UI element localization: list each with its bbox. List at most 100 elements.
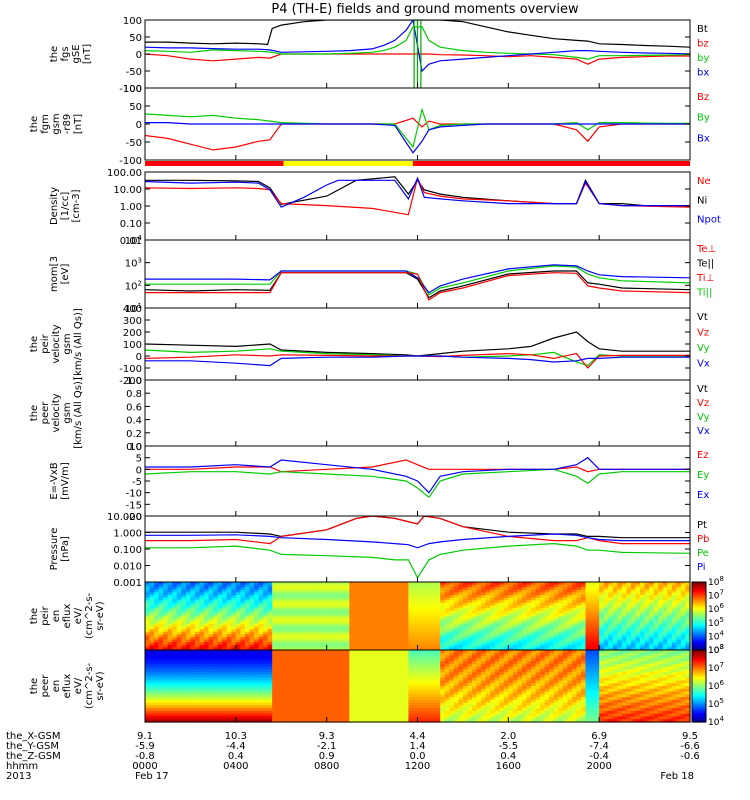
heatmap-cell: [272, 669, 278, 673]
heatmap-cell: [576, 584, 582, 588]
heatmap-cell: [512, 610, 519, 614]
heatmap-cell: [167, 650, 173, 654]
heatmap-cell: [294, 613, 301, 617]
heatmap-cell: [281, 600, 287, 604]
heatmap-cell: [381, 716, 387, 720]
heatmap-cell: [467, 602, 473, 607]
heatmap-cell: [263, 713, 269, 718]
heatmap-cell: [440, 634, 446, 638]
heatmap-cell: [658, 605, 664, 609]
heatmap-cell: [226, 613, 232, 617]
heatmap-cell: [358, 589, 364, 594]
heatmap-cell: [281, 688, 287, 693]
heatmap-cell: [408, 672, 414, 676]
heatmap-cell: [235, 669, 241, 673]
heatmap-cell: [235, 702, 241, 706]
heatmap-cell: [649, 613, 655, 617]
heatmap-cell: [562, 582, 568, 586]
heatmap-cell: [158, 705, 164, 709]
heatmap-cell: [376, 634, 382, 638]
heatmap-cell: [340, 688, 346, 693]
heatmap-cell: [367, 713, 373, 718]
heatmap-cell: [535, 631, 541, 635]
heatmap-cell: [281, 587, 287, 591]
heatmap-cell: [344, 589, 350, 594]
heatmap-cell: [540, 616, 546, 620]
heatmap-cell: [372, 595, 378, 599]
heatmap-cell: [521, 592, 528, 596]
heatmap-cell: [281, 658, 287, 662]
heatmap-cell: [340, 582, 346, 586]
heatmap-cell: [349, 618, 355, 622]
heatmap-cell: [299, 605, 305, 609]
heatmap-cell: [363, 642, 369, 646]
heatmap-cell: [685, 618, 691, 622]
heatmap-cell: [235, 647, 241, 651]
heatmap-cell: [422, 644, 428, 648]
heatmap-cell: [326, 697, 332, 701]
heatmap-cell: [163, 595, 169, 599]
heatmap-cell: [476, 642, 482, 646]
heatmap-cell: [303, 618, 310, 622]
heatmap-cell: [458, 600, 464, 604]
heatmap-cell: [531, 597, 537, 601]
heatmap-cell: [145, 697, 151, 701]
heatmap-cell: [403, 688, 410, 693]
heatmap-cell: [167, 672, 173, 676]
heatmap-cell: [630, 592, 637, 596]
heatmap-cell: [263, 669, 269, 673]
heatmap-cell: [226, 672, 232, 676]
heatmap-cell: [594, 605, 600, 609]
heatmap-cell: [217, 710, 223, 715]
heatmap-cell: [308, 605, 314, 609]
heatmap-cell: [326, 713, 332, 718]
heatmap-cell: [372, 589, 378, 594]
heatmap-cell: [521, 623, 528, 628]
heatmap-cell: [531, 608, 537, 612]
heatmap-cell: [172, 621, 178, 625]
heatmap-cell: [204, 719, 210, 723]
heatmap-cell: [308, 694, 314, 698]
heatmap-cell: [390, 719, 396, 723]
heatmap-cell: [372, 639, 378, 643]
heatmap-cell: [208, 705, 214, 709]
heatmap-cell: [381, 636, 387, 641]
heatmap-cell: [176, 663, 182, 668]
heatmap-cell: [671, 634, 677, 638]
heatmap-cell: [617, 642, 623, 646]
heatmap-cell: [476, 626, 482, 630]
heatmap-cell: [403, 621, 410, 625]
heatmap-cell: [194, 595, 201, 599]
heatmap-cell: [276, 600, 282, 604]
heatmap-cell: [303, 699, 310, 704]
heatmap-cell: [649, 623, 655, 628]
heatmap-cell: [417, 642, 423, 646]
heatmap-cell: [526, 618, 532, 622]
heatmap-cell: [308, 629, 314, 633]
heatmap-cell: [285, 644, 291, 648]
heatmap-cell: [276, 694, 282, 698]
heatmap-cell: [403, 642, 410, 646]
heatmap-cell: [630, 584, 637, 588]
heatmap-cell: [422, 647, 428, 651]
heatmap-cell: [408, 589, 414, 594]
heatmap-cell: [544, 602, 550, 607]
heatmap-cell: [149, 639, 155, 643]
heatmap-cell: [680, 595, 687, 599]
heatmap-cell: [276, 697, 282, 701]
heatmap-cell: [685, 597, 691, 601]
series-line-0: [145, 265, 690, 296]
heatmap-cell: [562, 602, 568, 607]
heatmap-cell: [167, 621, 173, 625]
heatmap-cell: [204, 694, 210, 698]
heatmap-cell: [649, 631, 655, 635]
heatmap-cell: [585, 605, 591, 609]
heatmap-cell: [276, 672, 282, 676]
heatmap-cell: [662, 584, 668, 588]
heatmap-cell: [331, 672, 337, 676]
heatmap-cell: [553, 582, 559, 586]
heatmap-cell: [331, 686, 337, 690]
heatmap-cell: [549, 618, 555, 622]
heatmap-cell: [394, 642, 400, 646]
heatmap-cell: [303, 674, 310, 679]
